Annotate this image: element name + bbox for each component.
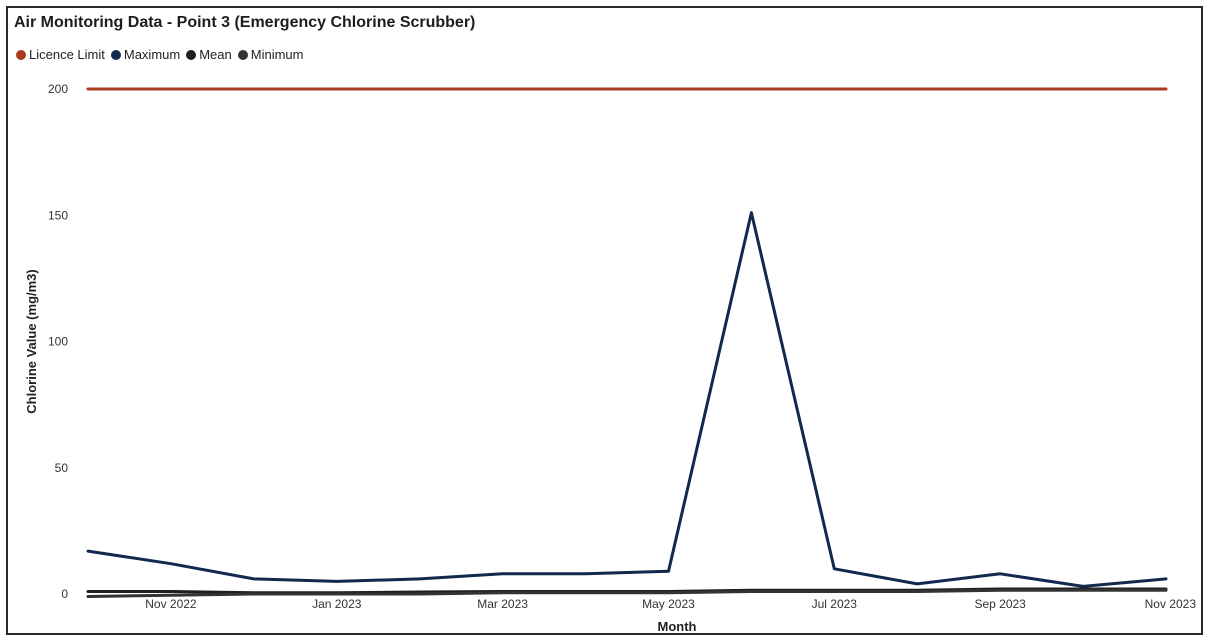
- series-line-minimum: [86, 588, 1168, 598]
- legend-marker: [16, 49, 26, 60]
- y-tick-label: 200: [48, 82, 68, 96]
- y-tick-label: 0: [61, 587, 68, 601]
- y-tick-label: 100: [48, 335, 68, 349]
- x-tick-label: Nov 2022: [145, 597, 197, 611]
- y-tick-label: 150: [48, 208, 68, 222]
- x-axis-title: Month: [658, 619, 697, 634]
- legend-item-licence-limit[interactable]: Licence Limit: [16, 47, 105, 62]
- y-tick-label: 50: [55, 461, 69, 475]
- legend-marker: [237, 49, 248, 60]
- x-tick-label: Mar 2023: [477, 597, 528, 611]
- series-line-maximum: [86, 211, 1168, 588]
- chart-legend: Licence Limit Maximum Mean Minimum: [16, 47, 309, 62]
- chart-title: Air Monitoring Data - Point 3 (Emergency…: [14, 14, 476, 31]
- x-tick-label: May 2023: [642, 597, 695, 611]
- x-tick-label: Sep 2023: [974, 597, 1026, 611]
- legend-item-minimum[interactable]: Minimum: [237, 47, 304, 62]
- chart-frame: [6, 6, 1203, 635]
- x-tick-label: Nov 2023: [1145, 597, 1197, 611]
- legend-label: Mean: [199, 47, 232, 62]
- x-tick-label: Jan 2023: [312, 597, 362, 611]
- legend-marker: [186, 49, 197, 60]
- legend-item-mean[interactable]: Mean: [186, 47, 232, 62]
- legend-marker: [110, 49, 121, 60]
- y-axis-title: Chlorine Value (mg/m3): [24, 269, 39, 413]
- x-tick-label: Jul 2023: [812, 597, 858, 611]
- legend-label: Licence Limit: [29, 47, 105, 62]
- legend-label: Minimum: [250, 47, 304, 62]
- legend-item-maximum[interactable]: Maximum: [110, 47, 181, 62]
- legend-label: Maximum: [123, 47, 181, 62]
